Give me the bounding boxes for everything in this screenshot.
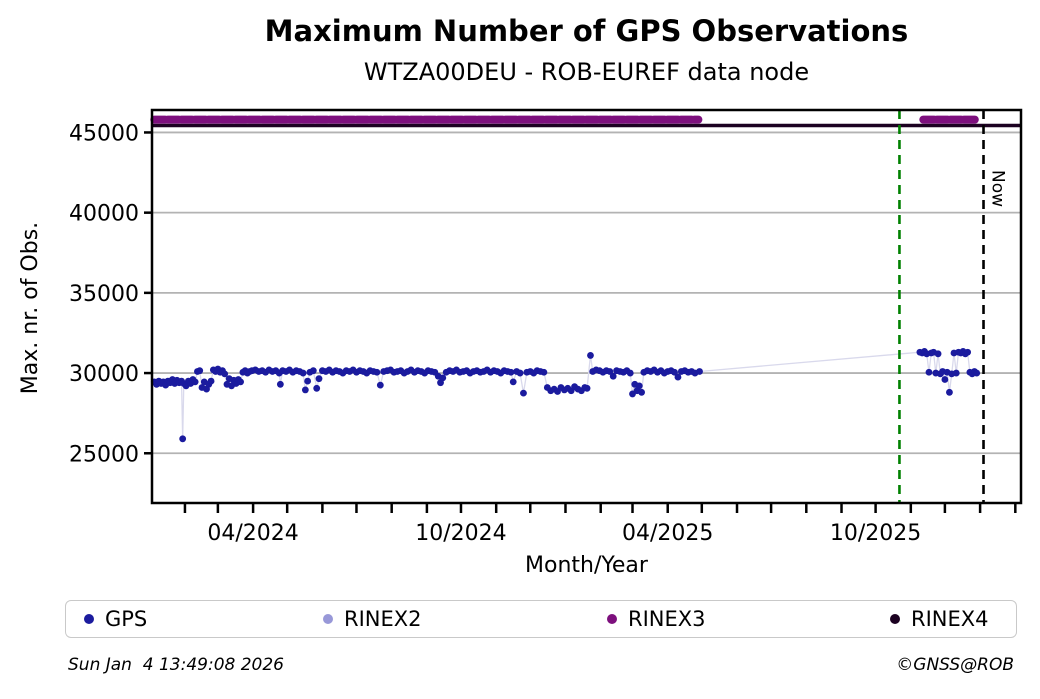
- gps-point: [516, 369, 524, 377]
- gps-point: [934, 350, 942, 358]
- gps-point: [587, 352, 594, 359]
- gps-point: [925, 368, 933, 376]
- y-tick-label: 25000: [69, 442, 139, 467]
- gps-point: [179, 435, 187, 443]
- legend-label: RINEX2: [344, 607, 422, 631]
- x-tick-label: 10/2024: [415, 521, 506, 546]
- gps-point: [276, 380, 284, 388]
- legend-marker-rinex4-icon: [890, 614, 900, 624]
- gps-point: [299, 369, 307, 377]
- x-tick-label: 10/2025: [830, 521, 921, 546]
- legend-item-rinex4: RINEX4: [890, 601, 989, 637]
- gps-point: [191, 378, 199, 386]
- gps-point: [439, 374, 447, 382]
- x-axis-label: Month/Year: [525, 553, 648, 578]
- plot-border: [150, 108, 1023, 505]
- gps-point: [540, 368, 548, 376]
- gps-point: [941, 376, 949, 383]
- gps-point: [973, 369, 981, 377]
- gps-point: [696, 368, 703, 375]
- legend-label: GPS: [105, 607, 148, 631]
- credit-text: ©GNSS@ROB: [896, 655, 1014, 675]
- legend-label: RINEX4: [911, 607, 989, 631]
- chart-subtitle: WTZA00DEU - ROB-EUREF data node: [363, 58, 810, 86]
- y-tick-label: 30000: [69, 362, 139, 387]
- gps-point: [583, 384, 591, 392]
- timestamp-text: Sun Jan 4 13:49:08 2026: [68, 655, 284, 675]
- gps-point: [964, 348, 972, 356]
- y-tick-label: 45000: [69, 121, 139, 146]
- gps-point: [606, 368, 614, 375]
- legend-label: RINEX3: [628, 607, 706, 631]
- gps-point: [313, 384, 321, 392]
- gps-point: [309, 367, 317, 375]
- gps-point: [952, 369, 960, 377]
- gps-point: [674, 373, 682, 381]
- gps-point: [946, 388, 953, 396]
- gps-point: [509, 378, 517, 386]
- gps-point: [196, 367, 204, 375]
- y-tick-label: 40000: [69, 202, 139, 227]
- gps-point: [315, 375, 323, 383]
- legend-box: GPS RINEX2 RINEX3 RINEX4: [65, 600, 1017, 638]
- gps-point: [373, 368, 381, 376]
- gps-point: [304, 377, 312, 385]
- now-label: Now: [988, 170, 1008, 207]
- legend-marker-gps-icon: [84, 614, 94, 624]
- gps-point: [638, 388, 645, 396]
- legend-marker-rinex3-icon: [607, 614, 617, 624]
- legend-item-rinex2: RINEX2: [323, 601, 422, 637]
- x-tick-label: 04/2025: [622, 521, 713, 546]
- gps-point: [507, 368, 515, 376]
- gps-point: [221, 370, 229, 378]
- legend-marker-rinex2-icon: [323, 614, 333, 624]
- chart-title: Maximum Number of GPS Observations: [264, 14, 909, 48]
- x-tick-label: 04/2024: [207, 521, 298, 546]
- gps-point: [635, 382, 643, 390]
- gps-point: [626, 369, 634, 377]
- gps-point: [207, 377, 215, 385]
- gps-line: [153, 350, 978, 439]
- y-tick-label: 35000: [69, 282, 139, 307]
- legend-item-gps: GPS: [84, 601, 147, 637]
- gps-point: [671, 368, 678, 376]
- gps-point: [609, 372, 617, 380]
- legend-item-rinex3: RINEX3: [607, 601, 706, 637]
- gps-point: [376, 381, 384, 389]
- gps-point: [301, 386, 309, 394]
- gps-point: [520, 389, 527, 397]
- gps-point: [237, 378, 245, 386]
